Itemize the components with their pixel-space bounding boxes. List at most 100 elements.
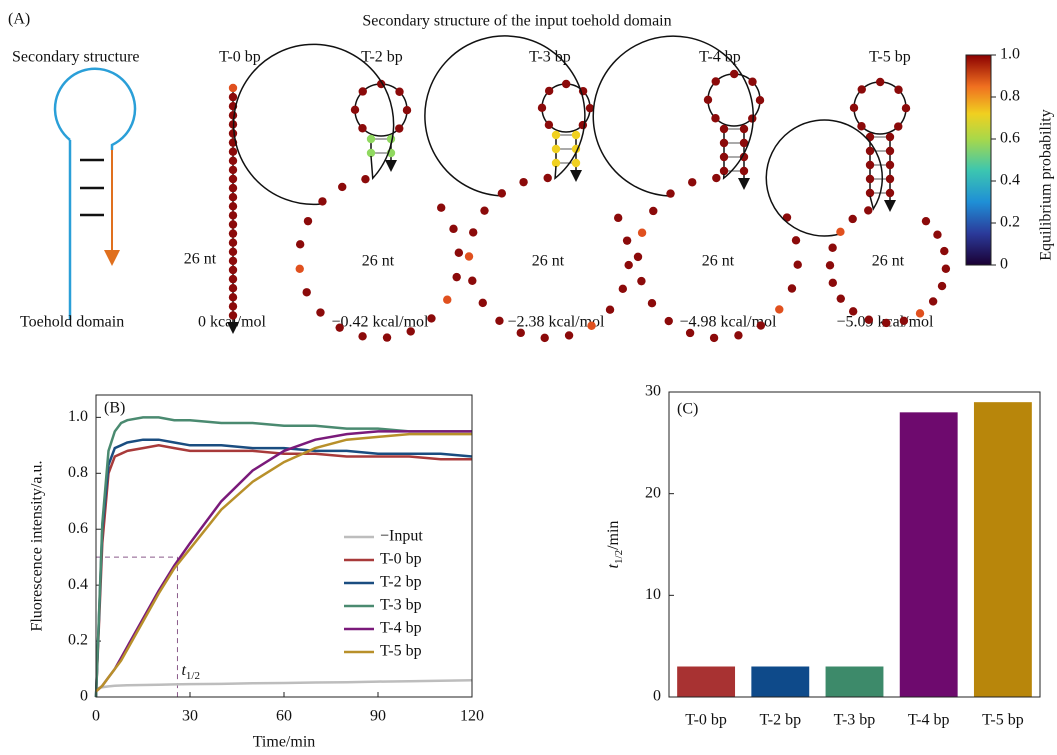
base-dot — [551, 158, 561, 168]
base-dot — [358, 124, 367, 133]
structure-energy: −2.38 kcal/mol — [507, 314, 605, 331]
base-dot — [338, 182, 347, 192]
strand — [424, 35, 586, 197]
base-dot — [469, 228, 478, 237]
structure-name: T-4 bp — [699, 49, 741, 66]
y-axis-label-sub: 1/2 — [613, 550, 625, 564]
base-dot — [921, 216, 931, 226]
y-tick-label: 1.0 — [68, 408, 88, 425]
base-dot — [544, 86, 554, 96]
annotation-text: t — [181, 662, 186, 679]
y-axis-label-text: t — [605, 563, 622, 568]
base-dot — [318, 197, 327, 206]
base-dot — [350, 105, 360, 115]
annotation-sub: 1/2 — [186, 670, 200, 682]
bar — [899, 412, 958, 697]
base-dot — [739, 138, 749, 148]
base-dot — [666, 189, 675, 198]
base-dot — [637, 228, 647, 237]
structure-length: 26 nt — [872, 253, 905, 270]
series-line — [95, 678, 473, 690]
base-dot — [787, 284, 797, 293]
base-dot — [302, 288, 311, 297]
base-dot — [793, 260, 802, 269]
base-dot — [228, 129, 238, 138]
series-line — [94, 438, 473, 698]
base-dot — [836, 227, 845, 237]
base-dot — [605, 305, 615, 314]
strand — [592, 35, 754, 197]
x-tick-label: T-4 bp — [908, 712, 950, 729]
base-dot — [228, 211, 238, 220]
base-dot — [228, 111, 238, 120]
x-tick-label: T-5 bp — [982, 712, 1024, 729]
colorbar-tick-label: 0.2 — [1000, 214, 1020, 231]
base-dot — [228, 238, 238, 247]
base-dot — [937, 281, 947, 291]
base-dot — [915, 309, 925, 318]
base-dot — [941, 264, 951, 273]
x-axis-label: Time/min — [253, 734, 316, 751]
base-dot — [452, 272, 461, 282]
base-dot — [228, 302, 238, 311]
structure-length: 26 nt — [362, 253, 395, 270]
colorbar-tick-label: 0.6 — [1000, 130, 1020, 147]
base-dot — [825, 261, 835, 270]
base-dot — [585, 103, 595, 113]
base-dot — [885, 160, 895, 170]
base-dot — [849, 103, 859, 113]
base-dot — [228, 193, 238, 202]
row-label: Secondary structure — [12, 49, 140, 66]
base-dot — [734, 331, 743, 340]
base-dot — [228, 156, 238, 165]
colorbar-label: Equilibrium probability — [1038, 109, 1055, 261]
legend-label: T-2 bp — [380, 574, 422, 591]
panel-label: (A) — [8, 11, 30, 28]
base-dot — [633, 252, 643, 262]
base-dot — [228, 284, 238, 293]
base-dot — [857, 122, 866, 131]
panel-label: (C) — [677, 401, 698, 418]
structure-energy: −4.98 kcal/mol — [679, 314, 777, 331]
x-tick-label: 120 — [460, 708, 484, 725]
colorbar-frame — [965, 54, 992, 266]
base-dot — [647, 298, 657, 308]
base-dot — [406, 327, 415, 336]
base-dot — [865, 188, 875, 198]
colorbar-tick-label: 0.4 — [1000, 172, 1020, 189]
y-tick-label: 0 — [80, 688, 88, 705]
base-dot — [228, 83, 238, 93]
strand — [232, 43, 395, 206]
base-dot — [228, 147, 238, 156]
base-dot — [361, 174, 370, 184]
base-dot — [495, 316, 504, 326]
y-tick-label: 30 — [645, 383, 661, 400]
base-dot — [551, 144, 561, 154]
row-label: Toehold domain — [20, 314, 124, 331]
base-dot — [664, 316, 673, 326]
base-dot — [478, 298, 487, 308]
base-dot — [540, 333, 549, 343]
base-dot — [711, 114, 720, 123]
base-dot — [685, 328, 695, 338]
base-dot — [228, 247, 238, 256]
panel-title: Secondary structure of the input toehold… — [362, 13, 671, 30]
plot-frame — [95, 394, 473, 698]
base-dot — [228, 92, 238, 102]
base-dot — [719, 124, 729, 134]
base-dot — [899, 316, 909, 325]
base-dot — [303, 216, 313, 226]
base-dot — [848, 307, 858, 316]
structure-length: 26 nt — [532, 253, 565, 270]
base-dot — [864, 315, 874, 324]
base-dot — [358, 332, 367, 341]
base-dot — [748, 114, 757, 123]
base-dot — [712, 173, 721, 183]
base-dot — [228, 265, 238, 275]
base-dot — [443, 295, 452, 304]
base-dot — [719, 152, 729, 162]
base-dot — [519, 177, 528, 187]
base-dot — [228, 311, 238, 320]
base-dot — [537, 103, 547, 113]
